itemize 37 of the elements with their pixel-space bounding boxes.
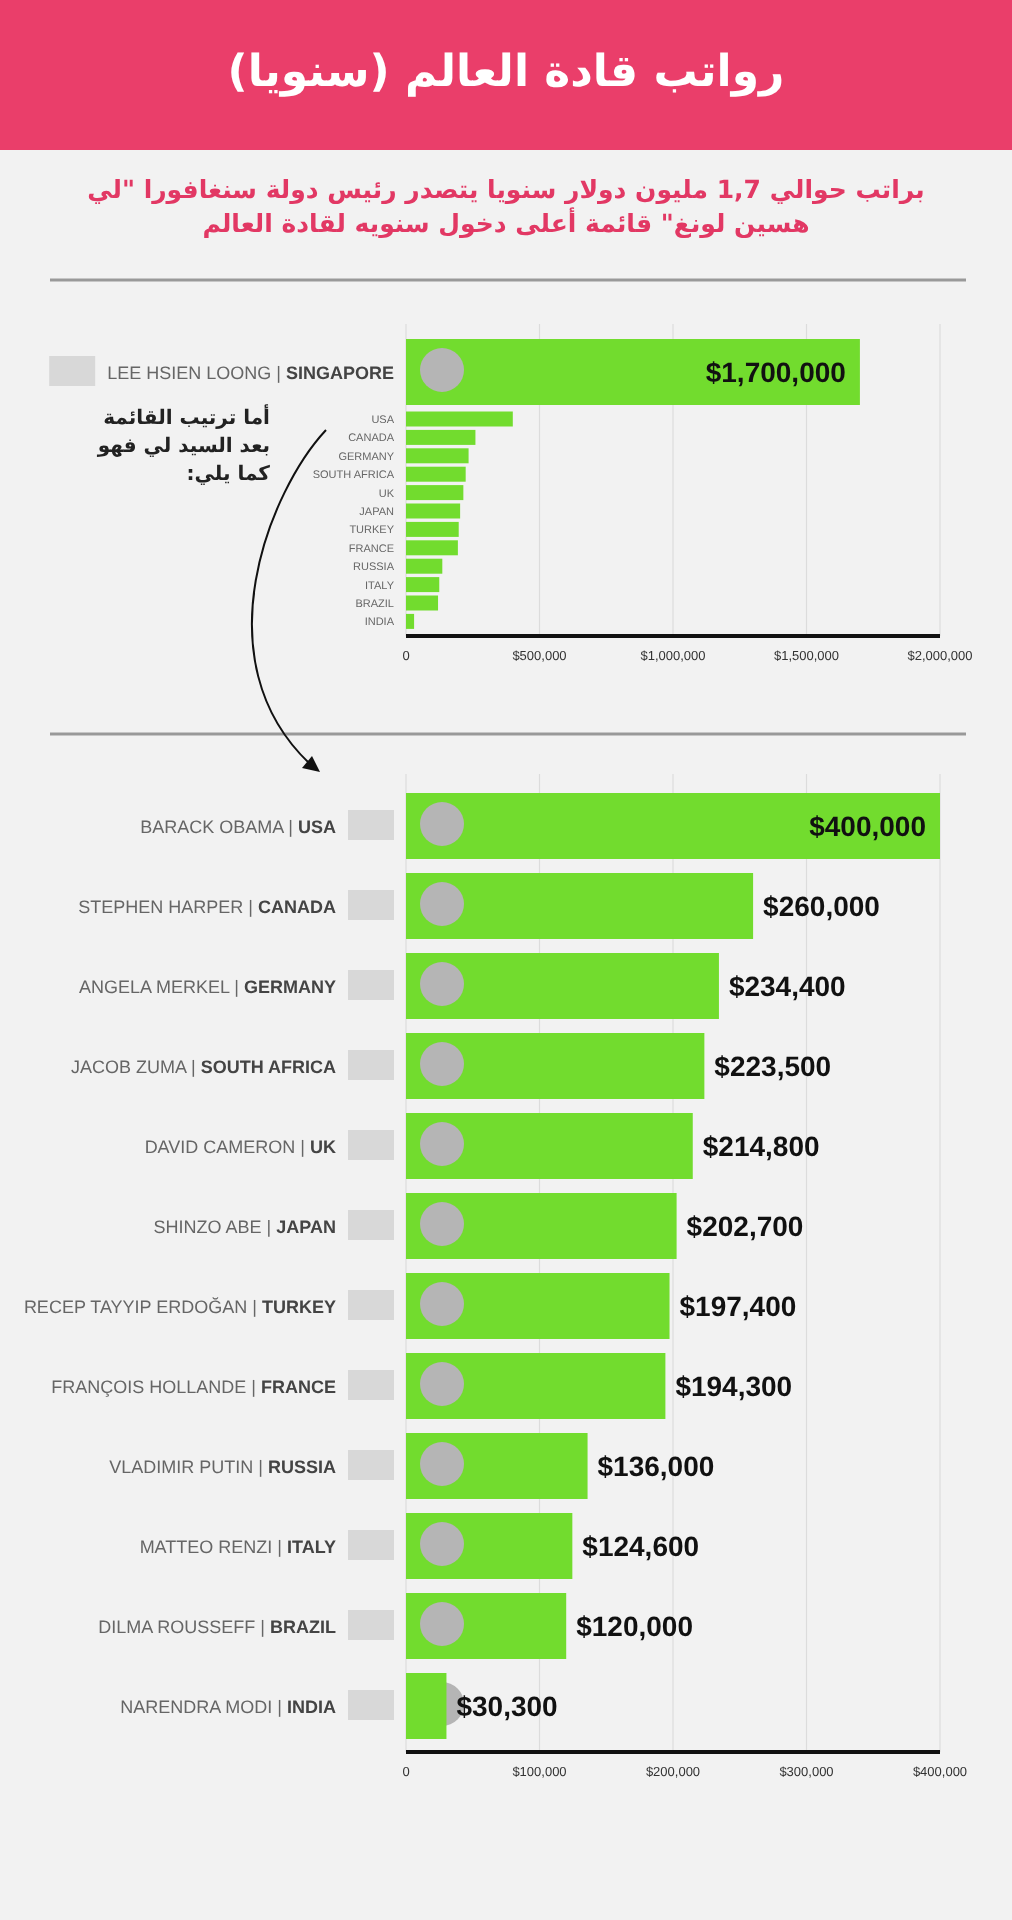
- data-label: $223,500: [714, 1050, 832, 1082]
- data-label: $234,400: [728, 970, 847, 1002]
- data-label: $124,600: [582, 1530, 700, 1562]
- data-label: $197,400: [679, 1290, 797, 1322]
- data-label: $214,800: [702, 1130, 820, 1162]
- y-tick-label: STEPHEN HARPER | CANADA: [78, 897, 337, 917]
- text: أما ترتيب القائمة بعد السيد لي فهو كما يلي:: [95, 406, 270, 490]
- y-tick-label: RECEP TAYYIP ERDOĞAN | TURKEY: [23, 1297, 336, 1317]
- y-tick-label: VLADIMIR PUTIN | RUSSIA: [109, 1457, 337, 1477]
- chart-title: رواتب قادة العالم (سنويا): [225, 48, 787, 98]
- y-tick-label: DAVID CAMERON | UK: [144, 1137, 337, 1157]
- y-tick-label: FRANÇOIS HOLLANDE | FRANCE: [51, 1377, 336, 1397]
- y-tick-label: DILMA ROUSSEFF | BRAZIL: [98, 1617, 337, 1637]
- y-tick-label: JACOB ZUMA | SOUTH AFRICA: [70, 1057, 337, 1077]
- data-label: $400,000: [809, 810, 927, 842]
- bar: [406, 1113, 693, 1179]
- bar: [406, 1273, 670, 1339]
- data-label: $120,000: [576, 1610, 694, 1642]
- y-tick-label: ANGELA MERKEL | GERMANY: [78, 977, 336, 997]
- bar: [406, 1193, 677, 1259]
- data-label: $30,300: [456, 1690, 559, 1722]
- data-label: $136,000: [597, 1450, 715, 1482]
- bar: [406, 1033, 705, 1099]
- bar: [406, 953, 719, 1019]
- chart-subtitle: براتب حوالي 1,7 مليون دولار سنويا يتصدر رئيس دولة سنغافورا "لي هسين لونغ" قائمة أعلى دخول سنويه لقادة العالم: [85, 172, 927, 240]
- data-label: $194,300: [675, 1370, 793, 1402]
- y-tick-label: LEE HSIEN LOONG | SINGAPORE: [107, 363, 394, 383]
- bar: [406, 793, 940, 859]
- y-tick-label: NARENDRA MODI | INDIA: [120, 1697, 337, 1717]
- data-label: $1,700,000: [705, 356, 847, 388]
- y-tick-label: SHINZO ABE | JAPAN: [153, 1217, 336, 1237]
- bar: [406, 1353, 666, 1419]
- y-tick-label: BARACK OBAMA | USA: [140, 817, 337, 837]
- y-tick-label: MATTEO RENZI | ITALY: [139, 1537, 336, 1557]
- data-label: $202,700: [686, 1210, 804, 1242]
- data-label: $260,000: [763, 890, 881, 922]
- bar: [406, 873, 754, 939]
